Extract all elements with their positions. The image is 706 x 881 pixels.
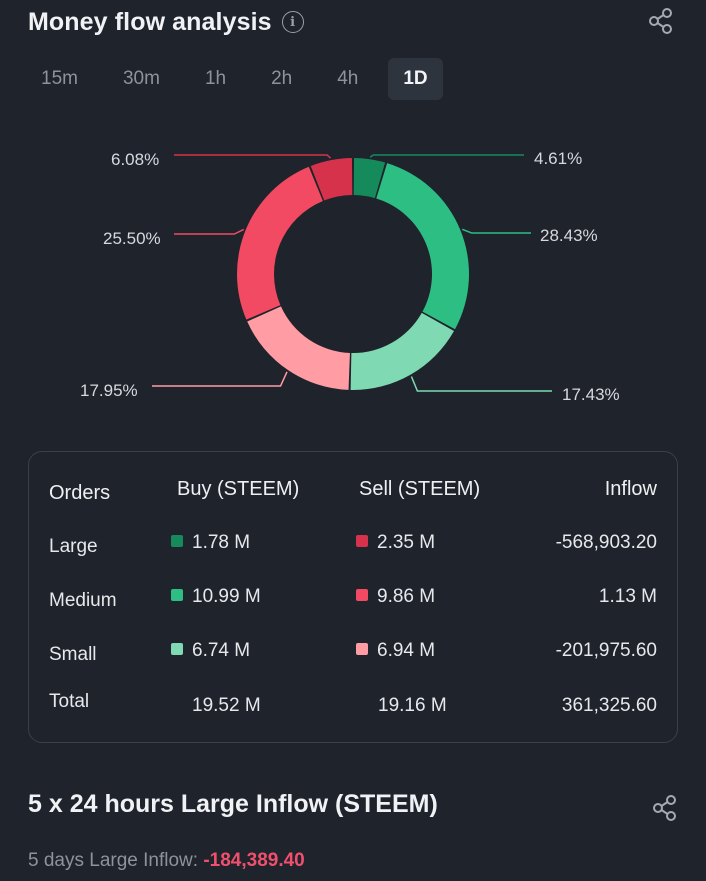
slice-label-small-buy: 17.43% xyxy=(562,385,620,404)
leader-line-small-sell xyxy=(152,371,288,387)
large-inflow-summary: 5 days Large Inflow: -184,389.40 xyxy=(28,850,305,872)
sell-large: 2.35 M xyxy=(356,532,435,554)
header-buy: Buy (STEEM) xyxy=(177,478,300,500)
tab-30m[interactable]: 30m xyxy=(122,68,160,89)
leader-line-large-buy xyxy=(369,154,524,158)
inflow-total: 361,325.60 xyxy=(561,695,657,716)
donut-slice-large-buy xyxy=(353,158,386,199)
sell-total: 19.16 M xyxy=(378,695,447,716)
row-label-small: Small xyxy=(49,644,97,665)
sell-large-swatch xyxy=(356,534,368,547)
tab-1h[interactable]: 1h xyxy=(204,68,227,89)
sell-large-value: 2.35 M xyxy=(377,532,436,553)
money-flow-header: Money flow analysis i xyxy=(28,2,304,42)
slice-label-medium-buy: 28.43% xyxy=(540,226,598,245)
tab-1d[interactable]: 1D xyxy=(388,58,443,100)
buy-large: 1.78 M xyxy=(171,532,250,554)
buy-medium-value: 10.99 M xyxy=(192,586,261,607)
buy-total: 19.52 M xyxy=(192,695,261,716)
tab-4h[interactable]: 4h xyxy=(337,68,359,89)
sell-medium-swatch xyxy=(356,588,368,601)
money-flow-donut-chart: 4.61% 28.43% 17.43% 17.95% 25.50% 6.08% xyxy=(0,120,706,420)
leader-line-large-sell xyxy=(174,154,332,159)
sell-medium: 9.86 M xyxy=(356,586,435,608)
buy-small-value: 6.74 M xyxy=(192,640,251,661)
page-title: Money flow analysis xyxy=(28,7,272,36)
buy-medium-swatch xyxy=(171,588,183,601)
buy-small: 6.74 M xyxy=(171,640,250,662)
inflow-small: -201,975.60 xyxy=(555,640,657,661)
donut-slice-large-sell xyxy=(310,158,353,201)
sell-medium-value: 9.86 M xyxy=(377,586,436,607)
tab-15m[interactable]: 15m xyxy=(41,68,78,89)
leader-line-small-buy xyxy=(410,376,552,392)
header-orders: Orders xyxy=(49,482,111,504)
row-label-total: Total xyxy=(49,691,90,712)
orders-table: Orders Buy (STEEM) Sell (STEEM) Inflow L… xyxy=(28,451,678,743)
buy-medium: 10.99 M xyxy=(171,586,261,608)
info-icon[interactable]: i xyxy=(281,11,304,33)
tab-2h[interactable]: 2h xyxy=(271,68,293,89)
inflow-medium: 1.13 M xyxy=(598,586,657,607)
donut-slice-medium-sell xyxy=(236,166,323,320)
row-label-medium: Medium xyxy=(49,590,117,611)
slice-label-large-buy: 4.61% xyxy=(534,149,583,168)
donut-slice-medium-buy xyxy=(376,163,469,330)
sell-small-swatch xyxy=(356,642,368,655)
row-label-large: Large xyxy=(49,536,98,557)
slice-label-large-sell: 6.08% xyxy=(111,150,160,169)
leader-line-medium-buy xyxy=(461,228,531,234)
large-inflow-value: -184,389.40 xyxy=(203,850,305,871)
slice-label-small-sell: 17.95% xyxy=(80,381,138,400)
large-inflow-title: 5 x 24 hours Large Inflow (STEEM) xyxy=(28,790,438,818)
buy-large-swatch xyxy=(171,534,183,547)
donut-slice-small-sell xyxy=(247,306,350,390)
sell-small-value: 6.94 M xyxy=(377,640,436,661)
header-sell: Sell (STEEM) xyxy=(359,478,481,500)
inflow-large: -568,903.20 xyxy=(555,532,657,553)
slice-label-medium-sell: 25.50% xyxy=(103,229,161,248)
share-icon[interactable] xyxy=(647,7,675,35)
donut-svg xyxy=(152,154,552,392)
sell-small: 6.94 M xyxy=(356,640,435,662)
donut-slice-small-buy xyxy=(350,312,455,390)
leader-line-medium-sell xyxy=(174,228,245,235)
buy-large-value: 1.78 M xyxy=(192,532,251,553)
large-inflow-label: 5 days Large Inflow: xyxy=(28,850,199,871)
buy-small-swatch xyxy=(171,642,183,655)
large-inflow-share-icon[interactable] xyxy=(651,794,679,822)
header-inflow: Inflow xyxy=(604,478,657,500)
timeframe-tabs: 15m 30m 1h 2h 4h 1D xyxy=(26,58,458,100)
